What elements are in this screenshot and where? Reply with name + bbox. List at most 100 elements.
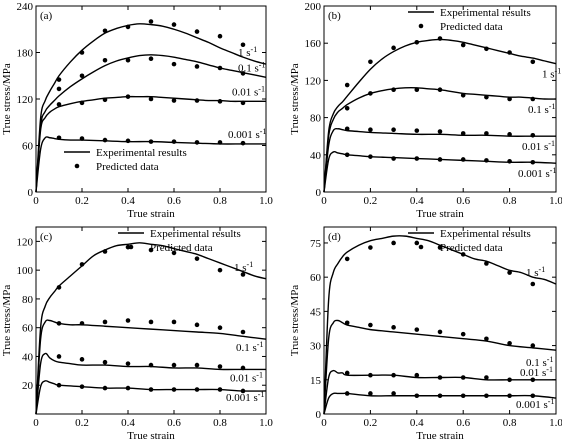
panel-a-predicted-point: [148, 56, 154, 61]
panel-c-y-tick-label: 80: [22, 294, 34, 306]
panel-c-x-tick-label: 0.2: [75, 417, 89, 429]
panel-a-rate-label: 0.01 s-1: [232, 84, 265, 98]
panel-a-x-tick-label: 1.0: [259, 195, 273, 207]
panel-d-plot-frame: [323, 226, 557, 415]
panel-d-x-tick-label: 0.6: [456, 417, 470, 429]
panel-a-experimental-line: [35, 136, 266, 193]
panel-b-predicted-point: [391, 87, 396, 92]
panel-d-y-tick-label: 60: [310, 272, 322, 284]
panel-a-predicted-point: [148, 96, 154, 102]
panel-a-predicted-point: [217, 65, 223, 71]
panel-b-predicted-point: [530, 96, 536, 102]
panel-c-y-tick-label: 40: [22, 351, 34, 363]
panel-c-plot-frame: [35, 226, 267, 415]
panel-b-predicted-point: [507, 96, 512, 102]
panel-a-predicted-point: [125, 24, 131, 30]
panel-b-y-tick-label: 0: [316, 187, 322, 199]
panel-a-label: (a): [40, 10, 53, 22]
panel-a-predicted-point: [56, 86, 62, 92]
panel-d-experimental-line: [323, 319, 557, 415]
panel-a-rate-label: 1 s-1: [238, 45, 257, 59]
panel-c-predicted-point: [171, 387, 177, 392]
panel-b-y-tick-label: 120: [305, 75, 322, 87]
panel-b-predicted-point: [460, 42, 466, 48]
panel-a-rate-label: 0.001 s-1: [228, 127, 266, 141]
panel-c-x-tick-label: 0.4: [121, 417, 135, 429]
panel-a-x-axis-label: True strain: [127, 208, 175, 220]
panel-d-legend-experimental: Experimental results: [440, 228, 531, 240]
panel-b-predicted-point: [368, 154, 373, 159]
panel-c-predicted-point: [125, 385, 131, 391]
panel-a-x-tick-label: 0.2: [75, 195, 89, 207]
panel-c-predicted-point: [240, 329, 246, 335]
panel-b-y-tick-label: 160: [305, 38, 322, 50]
panel-a-predicted-point: [56, 77, 62, 82]
panel-c-predicted-point: [194, 256, 200, 261]
panel-a-predicted-point: [102, 28, 108, 34]
panel-d-series-2: 0.01 s-1: [323, 365, 556, 415]
panel-c-predicted-point: [171, 362, 177, 368]
panel-b-predicted-point: [344, 106, 350, 111]
panel-c-legend-predicted: Predicted data: [150, 242, 213, 254]
panel-b-predicted-point: [391, 45, 396, 51]
panel-d-series-1: 0.1 s-1: [323, 319, 557, 415]
panel-c-series-3: 0.001 s-1: [35, 380, 267, 415]
panel-b-predicted-point: [437, 129, 443, 134]
panel-d-predicted-point: [368, 245, 373, 250]
panel-a-predicted-point: [171, 61, 177, 67]
panel-d-x-tick-label: 0.8: [503, 417, 517, 429]
panel-d-predicted-point: [507, 393, 512, 399]
panel-b-series-0: 1 s-1: [323, 36, 561, 193]
panel-d-predicted-point: [530, 281, 536, 287]
panel-a-predicted-point: [56, 102, 62, 107]
panel-b-x-tick-label: 0.8: [503, 195, 517, 207]
panel-a-x-tick-label: 0.8: [213, 195, 227, 207]
panel-b-y-axis-label: True stress/MPa: [289, 63, 301, 135]
panel-b-predicted-point: [530, 132, 536, 138]
panel-d-predicted-point: [484, 336, 489, 342]
panel-b-series-3: 0.001 s-1: [323, 150, 556, 193]
panel-b-series-1: 0.1 s-1: [323, 87, 557, 193]
panel-c-predicted-point: [79, 321, 85, 326]
panel-c-predicted-point: [240, 365, 246, 371]
panel-c-predicted-point: [171, 250, 177, 256]
panel-a-predicted-point: [194, 64, 200, 69]
panel-a-predicted-point: [102, 137, 108, 143]
panel-b-predicted-point: [507, 50, 512, 55]
panel-b-x-tick-label: 0.2: [364, 195, 378, 207]
panel-d-predicted-point: [437, 329, 443, 335]
panel-d-predicted-point: [391, 240, 396, 246]
panel-c-experimental-line: [35, 242, 267, 415]
panel-c-predicted-point: [217, 325, 223, 330]
panel-a-predicted-point: [79, 136, 85, 141]
panel-a-legend-dot-swatch: [74, 163, 80, 169]
panel-d-x-tick-label: 0: [321, 417, 327, 429]
panel-b-legend-experimental: Experimental results: [440, 7, 531, 19]
panel-b-experimental-line: [323, 127, 556, 193]
panel-b-predicted-point: [414, 128, 420, 133]
panel-b-label: (b): [328, 10, 341, 22]
panel-d-y-tick-label: 75: [310, 238, 322, 250]
panel-c-label: (c): [40, 231, 53, 243]
panel-a-y-axis-label: True stress/MPa: [1, 63, 13, 135]
panel-a-y-tick-label: 60: [22, 141, 34, 153]
panel-d-rate-label: 0.01 s-1: [520, 365, 553, 379]
panel-d-predicted-point: [344, 256, 350, 262]
panel-b-legend-dot-swatch: [418, 23, 424, 29]
panel-b-predicted-point: [460, 131, 466, 136]
panel-a-predicted-point: [79, 50, 85, 55]
panel-c-predicted-point: [217, 267, 223, 273]
panel-d-predicted-point: [437, 375, 443, 380]
panel-c-legend: Experimental results Predicted data: [118, 228, 241, 254]
panel-c-predicted-point: [171, 319, 177, 325]
panel-c-predicted-point: [56, 321, 62, 326]
panel-d-predicted-point: [368, 391, 373, 396]
panel-c-predicted-point: [102, 319, 108, 325]
panel-c-series-2: 0.01 s-1: [35, 352, 266, 415]
panel-b-predicted-point: [437, 36, 443, 41]
panel-d-x-tick-label: 1.0: [549, 417, 562, 429]
panel-a-predicted-point: [79, 73, 85, 79]
panel-b-predicted-point: [507, 159, 512, 164]
panel-a-y-tick-label: 0: [28, 187, 34, 199]
panel-d-predicted-point: [460, 393, 466, 399]
